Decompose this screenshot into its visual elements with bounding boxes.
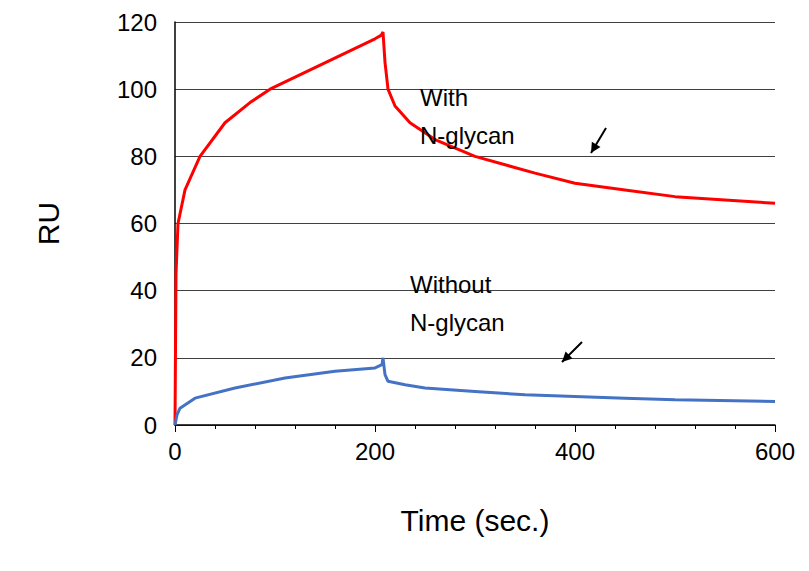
svg-text:60: 60 <box>130 210 157 237</box>
svg-text:20: 20 <box>130 344 157 371</box>
svg-text:Without: Without <box>410 271 492 298</box>
svg-text:40: 40 <box>130 277 157 304</box>
svg-text:80: 80 <box>130 143 157 170</box>
svg-text:0: 0 <box>168 438 181 465</box>
svg-text:RU: RU <box>32 202 65 245</box>
svg-text:120: 120 <box>117 9 157 36</box>
svg-text:N-glycan: N-glycan <box>410 309 505 336</box>
svg-text:With: With <box>420 84 468 111</box>
svg-text:600: 600 <box>755 438 795 465</box>
svg-text:400: 400 <box>555 438 595 465</box>
svg-text:0: 0 <box>144 412 157 439</box>
svg-text:100: 100 <box>117 76 157 103</box>
svg-text:Time (sec.): Time (sec.) <box>401 504 550 537</box>
svg-text:200: 200 <box>355 438 395 465</box>
svg-text:N-glycan: N-glycan <box>420 122 515 149</box>
